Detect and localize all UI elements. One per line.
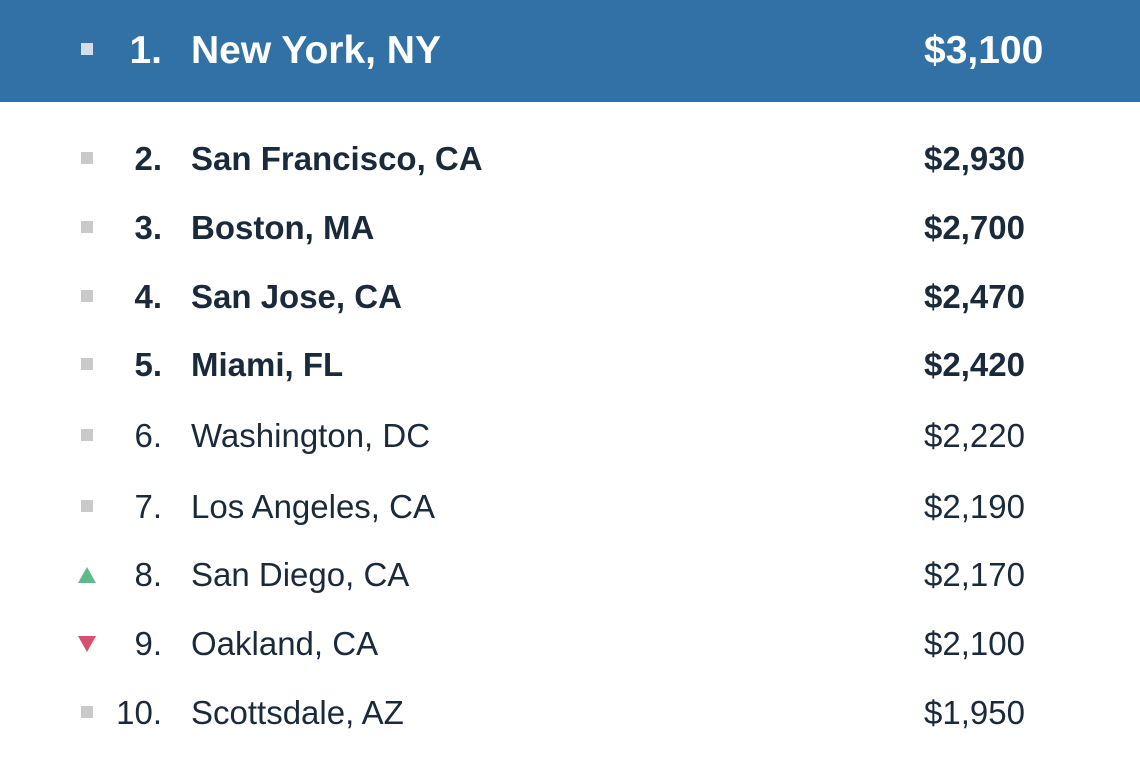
rent-value: $2,930 <box>924 140 1025 177</box>
city-name: Miami, FL <box>191 346 344 383</box>
square-icon <box>81 152 93 164</box>
city-name: Boston, MA <box>191 209 375 246</box>
ranking-row: 4. San Jose, CA $2,470 <box>0 280 1140 350</box>
ranking-row: 10. Scottsdale, AZ $1,950 <box>0 696 1140 766</box>
rank-number: 4. <box>134 278 162 315</box>
rank-number: 1. <box>129 29 162 72</box>
rank-number: 8. <box>134 556 162 593</box>
triangle-down-icon <box>77 635 97 653</box>
square-icon <box>81 429 93 441</box>
city-name: Scottsdale, AZ <box>191 694 404 731</box>
rank-number: 10. <box>116 694 162 731</box>
rank-number: 6. <box>134 417 162 454</box>
city-name: San Jose, CA <box>191 278 402 315</box>
square-icon <box>81 290 93 302</box>
ranking-row-highlighted: 1. New York, NY $3,100 <box>0 0 1140 102</box>
ranking-row: 8. San Diego, CA $2,170 <box>0 558 1140 628</box>
ranking-row: 2. San Francisco, CA $2,930 <box>0 142 1140 212</box>
city-name: Los Angeles, CA <box>191 488 435 525</box>
rank-number: 3. <box>134 209 162 246</box>
rank-number: 5. <box>134 346 162 383</box>
ranking-row: 9. Oakland, CA $2,100 <box>0 627 1140 697</box>
triangle-up-icon <box>77 566 97 584</box>
rent-value: $2,190 <box>924 488 1025 525</box>
square-icon <box>81 706 93 718</box>
city-name: New York, NY <box>191 29 441 72</box>
rent-value: $2,220 <box>924 417 1025 454</box>
square-icon <box>81 221 93 233</box>
city-name: Oakland, CA <box>191 625 379 662</box>
rent-value: $1,950 <box>924 694 1025 731</box>
rank-number: 9. <box>134 625 162 662</box>
rank-number: 7. <box>134 488 162 525</box>
rent-value: $2,700 <box>924 209 1025 246</box>
square-icon <box>81 500 93 512</box>
ranking-row: 7. Los Angeles, CA $2,190 <box>0 490 1140 560</box>
rent-value: $3,100 <box>924 29 1044 72</box>
ranking-row: 5. Miami, FL $2,420 <box>0 348 1140 418</box>
rent-value: $2,420 <box>924 346 1025 383</box>
city-name: Washington, DC <box>191 417 431 454</box>
rent-value: $2,470 <box>924 278 1025 315</box>
square-icon <box>81 358 93 370</box>
city-name: San Francisco, CA <box>191 140 483 177</box>
rank-number: 2. <box>134 140 162 177</box>
rent-value: $2,170 <box>924 556 1025 593</box>
ranking-row: 3. Boston, MA $2,700 <box>0 211 1140 281</box>
city-name: San Diego, CA <box>191 556 410 593</box>
ranking-row: 6. Washington, DC $2,220 <box>0 419 1140 489</box>
rent-value: $2,100 <box>924 625 1025 662</box>
square-icon <box>81 43 93 55</box>
